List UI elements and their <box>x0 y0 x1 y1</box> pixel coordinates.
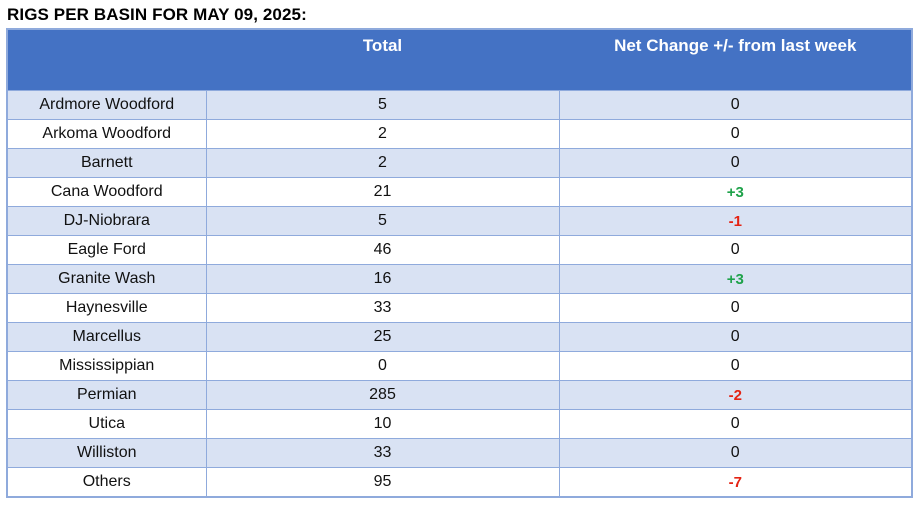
basin-name-cell: Haynesville <box>6 293 207 323</box>
total-rigs-cell: 16 <box>205 264 560 294</box>
total-rigs-cell: 46 <box>205 235 560 265</box>
table-row: Haynesville 33 0 <box>6 293 913 323</box>
net-change-cell: 0 <box>558 322 913 352</box>
table-row: Cana Woodford 21 +3 <box>6 177 913 207</box>
net-change-cell: 0 <box>558 438 913 468</box>
total-rigs-cell: 33 <box>205 293 560 323</box>
total-rigs-cell: 2 <box>205 119 560 149</box>
total-rigs-cell: 5 <box>205 90 560 120</box>
header-net-change: Net Change +/- from last week <box>558 28 913 91</box>
basin-name-cell: Cana Woodford <box>6 177 207 207</box>
total-rigs-cell: 25 <box>205 322 560 352</box>
table-row: Granite Wash 16 +3 <box>6 264 913 294</box>
table-row: Eagle Ford 46 0 <box>6 235 913 265</box>
total-rigs-cell: 285 <box>205 380 560 410</box>
net-change-cell: 0 <box>558 90 913 120</box>
net-change-cell: 0 <box>558 351 913 381</box>
net-change-cell: -7 <box>558 467 913 498</box>
basin-name-cell: Eagle Ford <box>6 235 207 265</box>
basin-name-cell: Barnett <box>6 148 207 178</box>
table-row: DJ-Niobrara 5 -1 <box>6 206 913 236</box>
total-rigs-cell: 5 <box>205 206 560 236</box>
basin-name-cell: Mississippian <box>6 351 207 381</box>
basin-name-cell: DJ-Niobrara <box>6 206 207 236</box>
net-change-cell: -2 <box>558 380 913 410</box>
total-rigs-cell: 95 <box>205 467 560 498</box>
header-row: Total Net Change +/- from last week <box>6 28 913 91</box>
rigs-per-basin-table: Total Net Change +/- from last week Ardm… <box>6 28 913 498</box>
total-rigs-cell: 0 <box>205 351 560 381</box>
net-change-cell: 0 <box>558 409 913 439</box>
table-row: Ardmore Woodford 5 0 <box>6 90 913 120</box>
table-row: Permian 285 -2 <box>6 380 913 410</box>
basin-name-cell: Utica <box>6 409 207 439</box>
net-change-cell: -1 <box>558 206 913 236</box>
total-rigs-cell: 21 <box>205 177 560 207</box>
header-basin <box>6 28 207 91</box>
total-rigs-cell: 2 <box>205 148 560 178</box>
table-row: Barnett 2 0 <box>6 148 913 178</box>
table-row: Mississippian 0 0 <box>6 351 913 381</box>
table-row: Arkoma Woodford 2 0 <box>6 119 913 149</box>
basin-name-cell: Ardmore Woodford <box>6 90 207 120</box>
basin-name-cell: Others <box>6 467 207 498</box>
table-row: Marcellus 25 0 <box>6 322 913 352</box>
net-change-cell: +3 <box>558 264 913 294</box>
basin-name-cell: Williston <box>6 438 207 468</box>
net-change-cell: 0 <box>558 235 913 265</box>
net-change-cell: 0 <box>558 119 913 149</box>
header-total: Total <box>205 28 560 91</box>
table-row: Utica 10 0 <box>6 409 913 439</box>
basin-name-cell: Granite Wash <box>6 264 207 294</box>
net-change-cell: 0 <box>558 148 913 178</box>
total-rigs-cell: 33 <box>205 438 560 468</box>
basin-name-cell: Marcellus <box>6 322 207 352</box>
basin-name-cell: Permian <box>6 380 207 410</box>
total-rigs-cell: 10 <box>205 409 560 439</box>
basin-name-cell: Arkoma Woodford <box>6 119 207 149</box>
net-change-cell: +3 <box>558 177 913 207</box>
table-header: Total Net Change +/- from last week <box>6 28 913 91</box>
page-title: RIGS PER BASIN FOR MAY 09, 2025: <box>7 5 307 24</box>
net-change-cell: 0 <box>558 293 913 323</box>
table-row: Others 95 -7 <box>6 467 913 498</box>
table-row: Williston 33 0 <box>6 438 913 468</box>
table-body: Ardmore Woodford 5 0 Arkoma Woodford 2 0 Barne… <box>6 90 913 498</box>
